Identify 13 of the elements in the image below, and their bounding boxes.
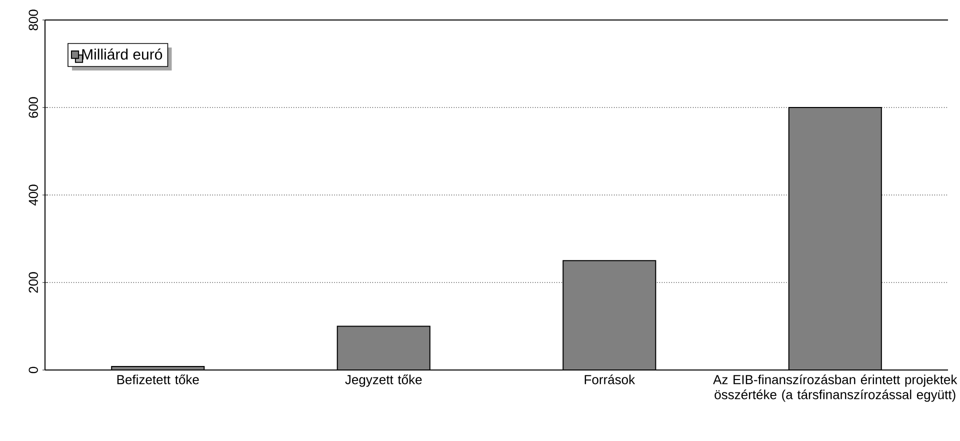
x-tick-label: Az EIB-finanszírozásban érintett projektek összértéke (a társfinanszírozással együtt) (713, 374, 958, 402)
y-tick-label: 0 (28, 366, 38, 374)
bar (563, 260, 656, 370)
y-tick-label: 200 (28, 272, 38, 293)
y-tick-label: 400 (28, 184, 38, 206)
legend-label: Milliárd euró (82, 48, 162, 60)
y-tick-label: 600 (28, 97, 38, 118)
bar (788, 107, 882, 370)
x-tick-label: Befizetett tőke (117, 374, 199, 384)
y-tick-label: 800 (28, 10, 38, 30)
bar (337, 326, 430, 370)
x-tick-label: Források (584, 374, 636, 384)
x-tick-label: Jegyzett tőke (345, 374, 422, 387)
